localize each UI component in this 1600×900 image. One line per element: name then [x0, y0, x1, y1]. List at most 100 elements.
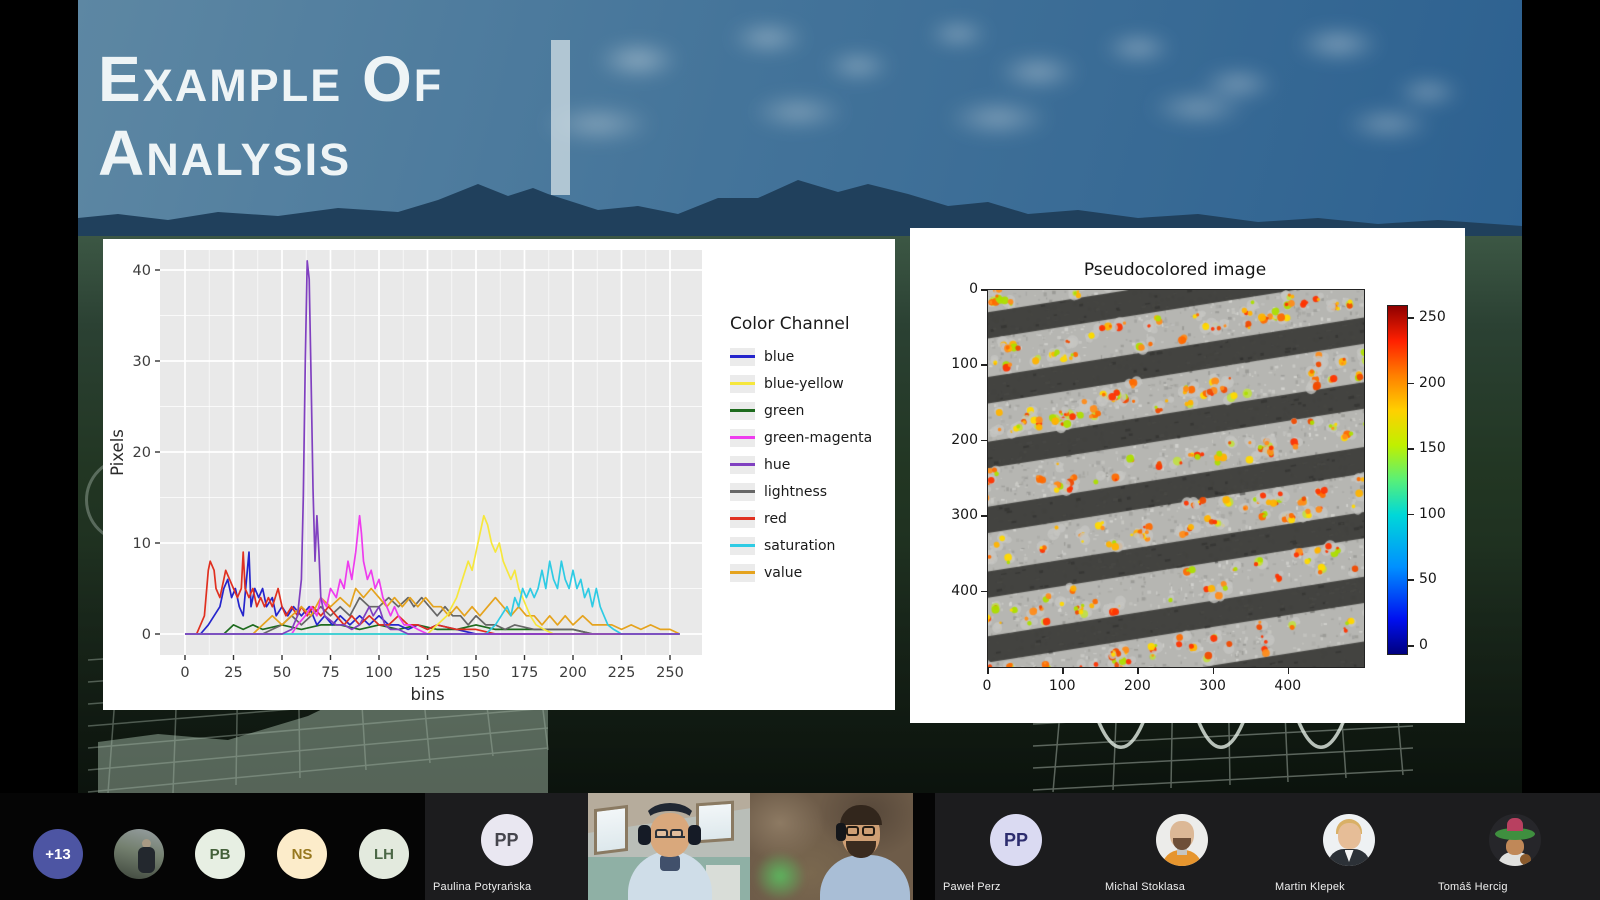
legend-key-swatch: [730, 347, 755, 366]
avatar-initials: PP: [1003, 829, 1028, 850]
legend-entry: red: [730, 505, 900, 532]
colorbar-tick-mark: [1408, 382, 1414, 385]
color-channel-legend: Color Channel blue blue-yellow green green-…: [730, 314, 900, 586]
participant-name: Paweł Perz: [943, 881, 1001, 893]
pseudocolored-title: Pseudocolored image: [1083, 260, 1267, 280]
legend-label: value: [764, 564, 803, 581]
image-xtick-mark: [1287, 668, 1290, 674]
avatar-initials: NS: [291, 845, 313, 863]
participant-tile-tomas[interactable]: Tomáš Hercig: [1430, 793, 1600, 900]
legend-entry: saturation: [730, 532, 900, 559]
svg-text:250: 250: [656, 665, 684, 681]
image-xtick-mark: [1062, 668, 1064, 674]
legend-label: lightness: [764, 483, 828, 500]
avatar-initials: PB: [209, 845, 231, 863]
participant-video-feed-2[interactable]: [750, 793, 913, 900]
legend-key-swatch: [730, 374, 755, 393]
colorbar-tick-label: 200: [1419, 374, 1446, 391]
pseudocolored-canvas: [988, 290, 1364, 667]
image-ytick: 200: [951, 431, 978, 448]
legend-color-line: [730, 382, 755, 385]
histogram-plot: 0 10 20 30 40 0 25 50 75 100 125 150 175 200 225 250 bin…: [108, 250, 702, 704]
svg-text:100: 100: [365, 665, 393, 681]
image-xtick-mark: [987, 668, 989, 674]
video2-headphone: [836, 823, 846, 841]
video2-person-hair: [840, 805, 882, 825]
video1-headphone-left: [638, 825, 651, 845]
legend-entry: lightness: [730, 478, 900, 505]
svg-text:bins: bins: [410, 685, 444, 704]
avatar-photo-head: [142, 839, 151, 848]
legend-key-swatch: [730, 401, 755, 420]
colorbar-tick-mark: [1408, 579, 1414, 581]
image-xtick: 300: [1199, 678, 1226, 694]
svg-text:0: 0: [180, 665, 189, 681]
legend-key-swatch: [730, 536, 755, 555]
pseudocolored-image: [987, 289, 1365, 668]
legend-label: saturation: [764, 537, 836, 554]
participant-tile-pawel[interactable]: PP Paweł Perz: [935, 793, 1097, 900]
image-ytick-mark: [981, 364, 987, 366]
avatar-ukulele: [1520, 854, 1531, 865]
avatar-initials-circle: PP: [480, 814, 533, 866]
colorbar-tick-label: 0: [1419, 637, 1428, 653]
participant-tile-michal[interactable]: Michal Stoklasa: [1097, 793, 1267, 900]
svg-text:175: 175: [511, 665, 539, 681]
participant-video-feed-1[interactable]: [588, 793, 750, 900]
avatar-shirt: [1344, 850, 1354, 862]
participant-tile-paulina[interactable]: PP Paulina Potyrańska: [425, 793, 588, 900]
svg-text:Pixels: Pixels: [108, 429, 127, 476]
colorbar-tick-mark: [1408, 448, 1414, 450]
svg-text:30: 30: [133, 354, 151, 370]
legend-key-swatch: [730, 509, 755, 528]
legend-key-swatch: [730, 563, 755, 582]
svg-text:75: 75: [321, 665, 339, 681]
overflow-participants-badge[interactable]: +13: [33, 829, 83, 879]
image-ytick-mark: [981, 515, 987, 517]
avatar-sweater: [1162, 850, 1202, 866]
avatar-initials: PP: [494, 829, 519, 850]
avatar-photo-circle: [1156, 814, 1208, 866]
legend-entry: green: [730, 397, 900, 424]
image-ytick-mark: [981, 289, 987, 291]
colorbar: [1387, 305, 1408, 655]
legend-label: blue: [764, 348, 795, 365]
participant-name: Martin Klepek: [1275, 881, 1345, 893]
svg-text:225: 225: [608, 665, 636, 681]
svg-text:10: 10: [133, 536, 151, 552]
svg-text:150: 150: [462, 665, 490, 681]
svg-text:200: 200: [559, 665, 587, 681]
svg-text:25: 25: [224, 665, 242, 681]
legend-entry: blue: [730, 343, 900, 370]
image-xtick: 100: [1048, 678, 1076, 694]
avatar-beard: [1173, 838, 1191, 850]
participant-avatar-pb[interactable]: PB: [195, 829, 245, 879]
participant-avatar-photo[interactable]: [114, 829, 164, 879]
colorbar-tick-mark: [1408, 645, 1414, 647]
participant-name: Michal Stoklasa: [1105, 881, 1186, 893]
avatar-initials: LH: [374, 845, 394, 863]
legend-entry: hue: [730, 451, 900, 478]
video2-person-torso: [820, 855, 910, 900]
legend-entry: blue-yellow: [730, 370, 900, 397]
participant-name: Paulina Potyrańska: [433, 881, 532, 893]
participant-tile-martin[interactable]: Martin Klepek: [1267, 793, 1430, 900]
svg-text:0: 0: [142, 627, 151, 643]
svg-text:50: 50: [273, 665, 291, 681]
legend-label: hue: [764, 456, 791, 473]
image-ytick: 400: [951, 582, 978, 599]
legend-entry: value: [730, 559, 900, 586]
image-ytick: 0: [969, 281, 978, 297]
video2-person-glasses: [846, 826, 875, 836]
image-ytick-mark: [981, 439, 987, 442]
participant-avatar-lh[interactable]: LH: [359, 829, 409, 879]
legend-entry: green-magenta: [730, 424, 900, 451]
colorbar-tick-label: 250: [1419, 309, 1446, 325]
video1-headphone-right: [688, 825, 701, 845]
slide-mountains: [78, 180, 1522, 240]
avatar-initials-circle: PP: [990, 814, 1042, 866]
participant-bar: +13 PB NS LH PP Paulina Potyrańska: [0, 793, 1600, 900]
video1-window-left: [594, 804, 628, 856]
participant-avatar-ns[interactable]: NS: [277, 829, 327, 879]
